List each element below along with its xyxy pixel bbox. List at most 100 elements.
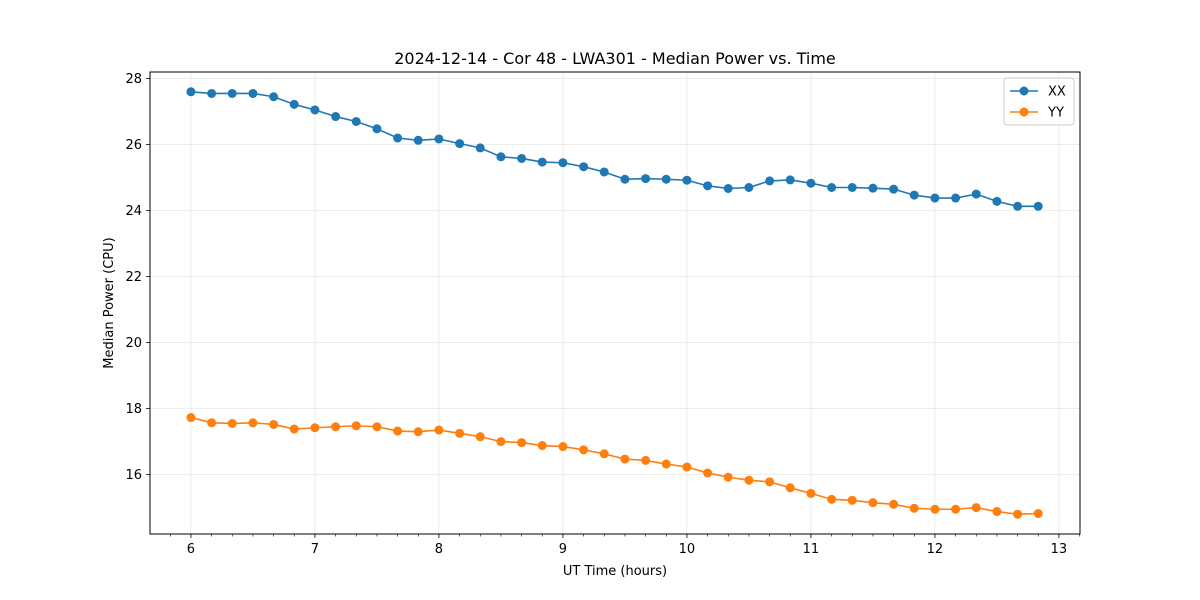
y-tick-label: 16 [125,468,142,483]
y-tick-label: 18 [125,402,142,417]
x-tick-label: 7 [311,542,319,557]
data-point-xx [517,153,527,163]
data-point-yy [930,504,940,514]
y-tick-label: 20 [125,336,142,351]
data-point-yy [331,422,341,432]
legend-yy-label: YY [1047,106,1064,121]
data-point-xx [413,135,423,145]
data-point-xx [1013,201,1023,211]
data-point-yy [413,427,423,437]
data-point-xx [372,124,382,134]
data-point-yy [372,422,382,432]
y-axis-title: Median Power (CPU) [102,237,117,368]
data-point-yy [496,437,506,447]
data-point-xx [475,143,485,153]
data-point-xx [620,174,630,184]
chart-title: 2024-12-14 - Cor 48 - LWA301 - Median Po… [394,49,836,68]
x-tick-label: 11 [803,542,820,557]
data-point-xx [1033,201,1043,211]
data-point-yy [827,494,837,504]
data-point-yy [641,455,651,465]
data-point-xx [682,175,692,185]
data-point-xx [723,183,733,193]
x-tick-label: 10 [679,542,696,557]
data-point-xx [930,193,940,203]
data-point-yy [806,488,816,498]
data-point-xx [393,133,403,143]
plot-frame [149,71,1081,535]
data-point-yy [599,449,609,459]
data-point-yy [434,425,444,435]
axis-ticks: 6 7 8 9 10 11 12 13 16 18 20 22 24 26 28 [125,72,1067,557]
data-point-xx [579,162,589,172]
data-point-xx [641,174,651,184]
data-point-xx [951,193,961,203]
data-point-yy [579,445,589,455]
data-point-yy [393,426,403,436]
data-point-xx [889,184,899,194]
data-point-xx [289,99,299,109]
data-point-yy [1013,509,1023,519]
data-point-xx [248,88,258,98]
data-point-yy [558,442,568,452]
data-point-xx [558,158,568,168]
data-point-xx [661,174,671,184]
data-point-xx [599,167,609,177]
data-point-yy [703,468,713,478]
data-point-xx [847,183,857,192]
data-point-xx [310,105,320,115]
data-point-yy [992,507,1002,517]
x-axis-title: UT Time (hours) [563,564,667,579]
data-point-xx [455,139,465,149]
data-point-xx [207,88,217,98]
data-point-xx [827,183,837,192]
data-point-yy [517,438,527,448]
data-point-xx [992,196,1002,206]
data-point-yy [889,499,899,509]
y-tick-label: 24 [125,204,142,219]
data-point-xx [496,152,506,162]
data-point-yy [269,419,279,429]
data-point-yy [227,418,237,428]
data-point-xx [806,178,816,188]
series-lines [186,87,1043,519]
data-point-xx [909,190,919,200]
data-point-xx [351,117,361,126]
data-point-xx [269,92,279,102]
data-point-yy [475,432,485,442]
data-point-yy [289,424,299,434]
plot-area [150,72,1080,534]
x-minor-ticks [169,534,1080,537]
data-point-xx [703,181,713,191]
data-point-yy [868,498,878,508]
data-point-yy [909,503,919,513]
data-point-yy [765,477,775,487]
x-tick-label: 6 [187,542,195,557]
data-point-yy [847,495,857,505]
data-point-yy [951,504,961,514]
y-tick-label: 26 [125,138,142,153]
data-point-yy [310,423,320,433]
data-point-yy [661,459,671,469]
legend-xx-label: XX [1048,85,1066,100]
data-point-xx [868,183,878,193]
data-point-yy [455,428,465,438]
data-point-xx [537,157,547,167]
data-point-yy [248,418,258,428]
legend-yy-marker [1019,107,1029,117]
data-point-xx [765,176,775,186]
data-point-yy [1033,509,1043,519]
data-point-xx [744,183,754,192]
x-tick-label: 12 [927,542,944,557]
legend: XX YY [1003,77,1075,126]
data-point-xx [331,112,341,122]
data-point-yy [971,503,981,513]
grid-lines [150,72,1080,534]
data-point-xx [186,87,196,97]
data-point-yy [620,454,630,464]
x-tick-label: 9 [559,542,567,557]
data-point-xx [227,88,237,98]
data-point-xx [434,134,444,144]
y-tick-label: 22 [125,270,142,285]
